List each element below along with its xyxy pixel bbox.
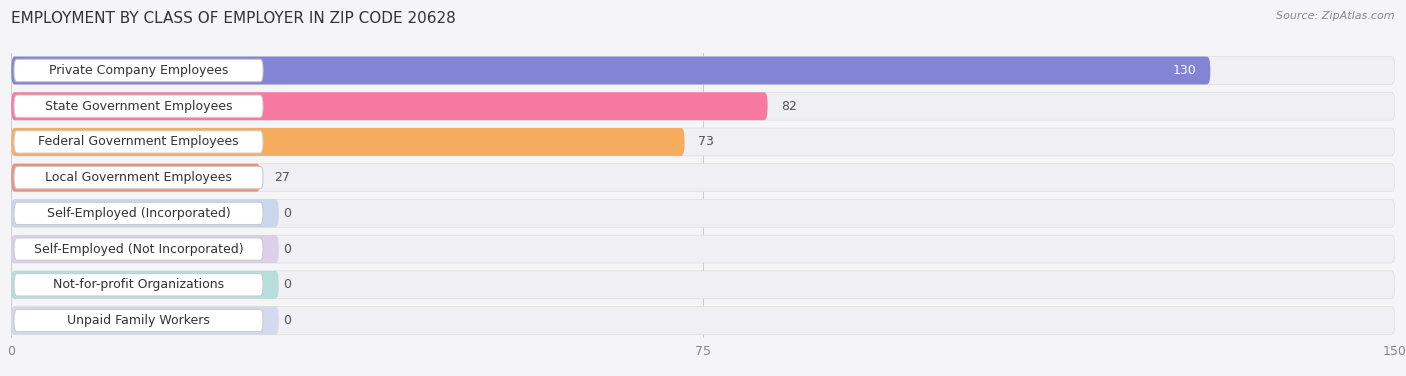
Text: 0: 0 bbox=[284, 278, 291, 291]
FancyBboxPatch shape bbox=[11, 92, 768, 120]
Text: 0: 0 bbox=[284, 243, 291, 256]
FancyBboxPatch shape bbox=[11, 306, 1395, 335]
FancyBboxPatch shape bbox=[11, 92, 1395, 120]
Text: Unpaid Family Workers: Unpaid Family Workers bbox=[67, 314, 209, 327]
Text: 82: 82 bbox=[782, 100, 797, 113]
FancyBboxPatch shape bbox=[11, 235, 278, 263]
Text: Federal Government Employees: Federal Government Employees bbox=[38, 135, 239, 149]
Text: EMPLOYMENT BY CLASS OF EMPLOYER IN ZIP CODE 20628: EMPLOYMENT BY CLASS OF EMPLOYER IN ZIP C… bbox=[11, 11, 456, 26]
Text: Local Government Employees: Local Government Employees bbox=[45, 171, 232, 184]
Text: Private Company Employees: Private Company Employees bbox=[49, 64, 228, 77]
FancyBboxPatch shape bbox=[11, 128, 685, 156]
Text: 0: 0 bbox=[284, 207, 291, 220]
Text: Source: ZipAtlas.com: Source: ZipAtlas.com bbox=[1277, 11, 1395, 21]
FancyBboxPatch shape bbox=[11, 56, 1395, 85]
FancyBboxPatch shape bbox=[14, 131, 263, 153]
FancyBboxPatch shape bbox=[11, 271, 278, 299]
Text: 73: 73 bbox=[699, 135, 714, 149]
FancyBboxPatch shape bbox=[11, 164, 260, 192]
FancyBboxPatch shape bbox=[14, 167, 263, 189]
Text: Self-Employed (Not Incorporated): Self-Employed (Not Incorporated) bbox=[34, 243, 243, 256]
FancyBboxPatch shape bbox=[11, 56, 1211, 85]
FancyBboxPatch shape bbox=[11, 164, 1395, 192]
Text: 130: 130 bbox=[1173, 64, 1197, 77]
FancyBboxPatch shape bbox=[14, 95, 263, 117]
Text: Not-for-profit Organizations: Not-for-profit Organizations bbox=[53, 278, 224, 291]
FancyBboxPatch shape bbox=[14, 309, 263, 332]
Text: 0: 0 bbox=[284, 314, 291, 327]
FancyBboxPatch shape bbox=[11, 199, 1395, 227]
FancyBboxPatch shape bbox=[14, 238, 263, 260]
Text: Self-Employed (Incorporated): Self-Employed (Incorporated) bbox=[46, 207, 231, 220]
FancyBboxPatch shape bbox=[11, 306, 278, 335]
FancyBboxPatch shape bbox=[14, 202, 263, 224]
FancyBboxPatch shape bbox=[14, 274, 263, 296]
FancyBboxPatch shape bbox=[11, 128, 1395, 156]
FancyBboxPatch shape bbox=[14, 59, 263, 82]
FancyBboxPatch shape bbox=[11, 199, 278, 227]
FancyBboxPatch shape bbox=[11, 271, 1395, 299]
Text: 27: 27 bbox=[274, 171, 290, 184]
FancyBboxPatch shape bbox=[11, 235, 1395, 263]
Text: State Government Employees: State Government Employees bbox=[45, 100, 232, 113]
